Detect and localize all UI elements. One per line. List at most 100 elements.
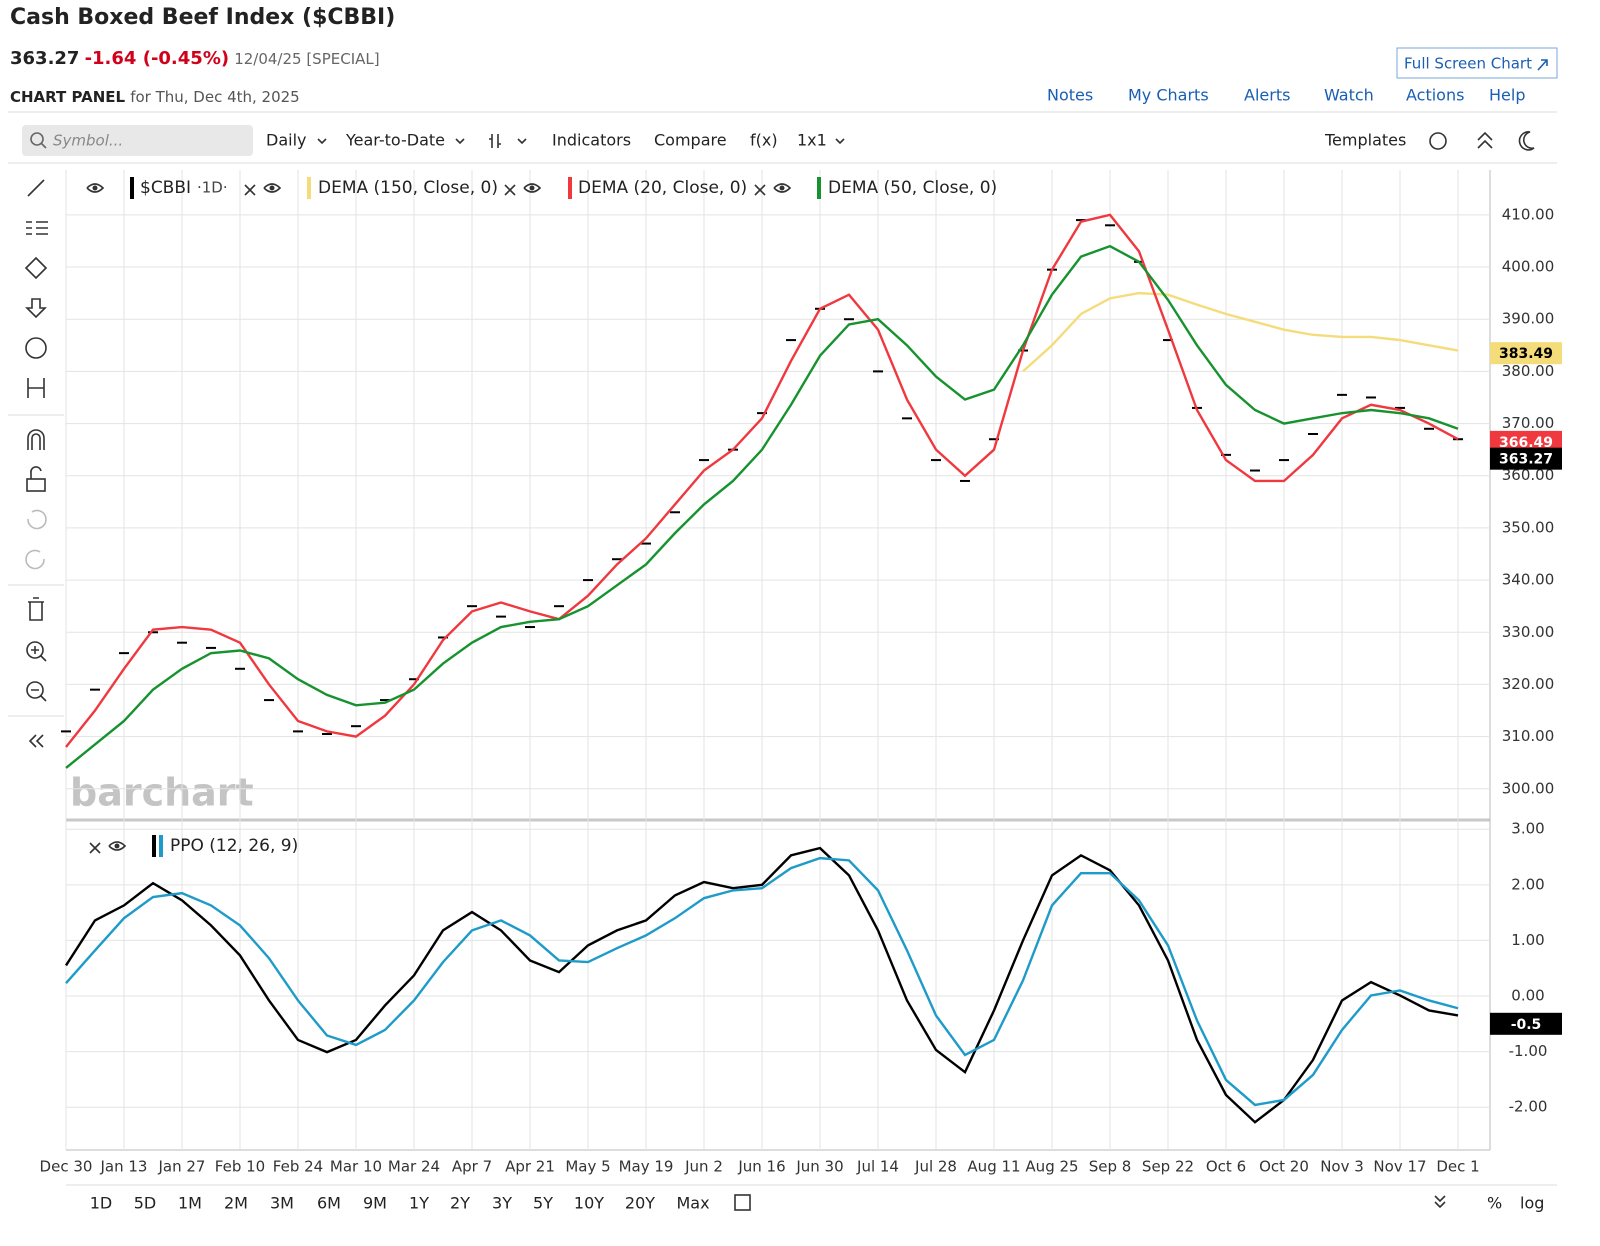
lock-tool[interactable]	[26, 478, 46, 492]
nav-link[interactable]: Notes	[1047, 86, 1093, 105]
toolbar-item[interactable]: f(x)	[750, 131, 778, 150]
y-tick-label: 370.00	[1502, 414, 1555, 432]
range-button[interactable]: 1Y	[409, 1194, 429, 1213]
last-value-tag	[1490, 1012, 1562, 1035]
legend-swatch	[817, 177, 821, 199]
range-button[interactable]: 2M	[224, 1194, 248, 1213]
y-tick-label: 2.00	[1511, 875, 1544, 893]
theme-icon[interactable]	[1518, 131, 1535, 151]
x-tick-label: Nov 3	[1320, 1158, 1364, 1176]
y-tick-label: 400.00	[1502, 258, 1555, 276]
eye-icon[interactable]	[773, 183, 792, 193]
range-button[interactable]: 10Y	[574, 1194, 604, 1213]
range-button[interactable]: Max	[676, 1194, 709, 1213]
nav-link[interactable]: Watch	[1324, 86, 1374, 105]
range-button[interactable]: 5D	[134, 1194, 157, 1213]
range-button[interactable]: 1M	[178, 1194, 202, 1213]
legend-label[interactable]: PPO (12, 26, 9)	[170, 836, 298, 856]
full-screen-button[interactable]	[1396, 47, 1558, 79]
legend-label[interactable]: DEMA (20, Close, 0)	[578, 178, 747, 198]
calendar-icon[interactable]	[734, 1194, 751, 1211]
y-tick-label: 3.00	[1511, 820, 1544, 838]
search-placeholder[interactable]: Symbol...	[53, 132, 123, 150]
x-tick-label: Dec 1	[1436, 1158, 1479, 1176]
eye-icon[interactable]	[523, 183, 542, 193]
nav-link[interactable]: Help	[1489, 86, 1525, 105]
zoom-out-tool[interactable]	[26, 681, 44, 699]
price-change: -1.64 (-0.45%)	[85, 48, 230, 69]
range-button[interactable]: 6M	[317, 1194, 341, 1213]
y-tick-label: -2.00	[1509, 1098, 1548, 1116]
last-value-tag	[1490, 342, 1562, 365]
legend-label[interactable]: $CBBI	[140, 178, 191, 198]
x-tick-label: May 5	[565, 1158, 610, 1176]
delete-tool[interactable]	[28, 597, 44, 621]
remove-icon[interactable]	[754, 184, 766, 196]
nav-link[interactable]: Alerts	[1244, 86, 1290, 105]
toolbar-item[interactable]: Daily	[266, 131, 306, 150]
measure-tool[interactable]	[27, 378, 45, 398]
zoom-out-tool	[31, 689, 47, 702]
y-tick-label: 350.00	[1502, 518, 1555, 536]
note-tool[interactable]	[25, 337, 47, 359]
shape-tool[interactable]	[24, 256, 48, 280]
fib-tool[interactable]	[26, 221, 48, 235]
eye-icon[interactable]	[263, 183, 282, 193]
remove-icon[interactable]	[89, 842, 101, 854]
interval-label: ·1D·	[197, 179, 228, 197]
x-tick-label: Jan 27	[158, 1158, 206, 1176]
legend-label[interactable]: DEMA (150, Close, 0)	[318, 178, 498, 198]
toolbar-item[interactable]: 1x1	[797, 131, 827, 150]
arrow-tool[interactable]	[25, 298, 47, 319]
line-tool[interactable]	[27, 179, 45, 197]
panel-label: CHART PANEL	[10, 88, 126, 106]
page-title: Cash Boxed Beef Index ($CBBI)	[10, 5, 395, 30]
expand-icon[interactable]	[1434, 1195, 1446, 1209]
log-toggle[interactable]: log	[1520, 1194, 1544, 1213]
panel-row: CHART PANEL for Thu, Dec 4th, 2025	[10, 87, 300, 106]
y-tick-label: -1.00	[1509, 1042, 1548, 1060]
last-value-tag	[1490, 430, 1562, 453]
undo-tool[interactable]	[27, 509, 47, 530]
range-button[interactable]: 9M	[363, 1194, 387, 1213]
percent-toggle[interactable]: %	[1487, 1194, 1502, 1213]
x-tick-label: Feb 10	[215, 1158, 265, 1176]
range-button[interactable]: 1D	[90, 1194, 113, 1213]
full-screen-label[interactable]: Full Screen Chart	[1404, 55, 1532, 73]
x-tick-label: Mar 24	[388, 1158, 440, 1176]
magnet-tool[interactable]	[27, 429, 45, 450]
nav-link[interactable]: My Charts	[1128, 86, 1209, 105]
legend-label[interactable]: DEMA (50, Close, 0)	[828, 178, 997, 198]
x-tick-label: Aug 25	[1025, 1158, 1078, 1176]
templates-button[interactable]: Templates	[1324, 131, 1406, 150]
eye-icon[interactable]	[108, 841, 127, 851]
last-value-label: 363.27	[1499, 452, 1553, 468]
lock-tool	[30, 466, 42, 479]
range-button[interactable]: 5Y	[533, 1194, 553, 1213]
bar-type-icon[interactable]	[489, 134, 527, 148]
remove-icon[interactable]	[504, 184, 516, 196]
settings-icon[interactable]	[1429, 132, 1447, 150]
range-button[interactable]: 20Y	[625, 1194, 655, 1213]
quote-row: 363.27 -1.64 (-0.45%) 12/04/25 [SPECIAL]	[10, 48, 380, 69]
quote-date: 12/04/25 [SPECIAL]	[234, 50, 379, 68]
search-box[interactable]	[22, 125, 253, 156]
redo-tool[interactable]	[25, 549, 45, 570]
zoom-in-tool[interactable]	[26, 641, 44, 659]
nav-link[interactable]: Actions	[1406, 86, 1464, 105]
x-tick-label: Sep 8	[1089, 1158, 1132, 1176]
range-button[interactable]: 2Y	[450, 1194, 470, 1213]
toolbar-item[interactable]: Indicators	[552, 131, 631, 150]
collapse-icon[interactable]	[1477, 131, 1493, 149]
toolbar-item[interactable]: Compare	[654, 131, 727, 150]
eye-icon[interactable]	[86, 183, 105, 193]
x-tick-label: Feb 24	[273, 1158, 323, 1176]
collapse-sidebar[interactable]	[28, 734, 44, 748]
range-button[interactable]: 3M	[270, 1194, 294, 1213]
last-value-tag	[1490, 447, 1562, 470]
range-button[interactable]: 3Y	[492, 1194, 512, 1213]
toolbar-item[interactable]: Year-to-Date	[345, 131, 445, 150]
series-line	[1022, 291, 1459, 373]
remove-icon[interactable]	[244, 184, 256, 196]
